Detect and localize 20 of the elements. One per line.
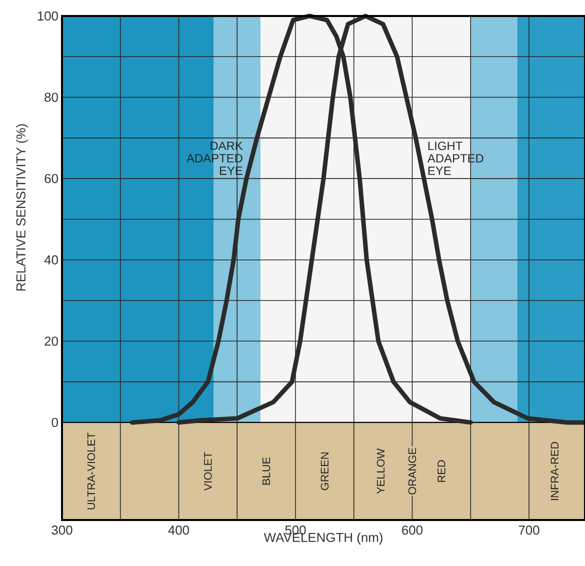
annotation: ULTRA-VIOLET: [87, 432, 96, 510]
annotation: GREEN: [320, 452, 329, 490]
y-tick-label: 40: [44, 255, 58, 264]
y-axis-title: RELATIVE SENSITIVITY (%): [16, 124, 28, 291]
y-tick-label: 100: [38, 11, 58, 21]
annotation: ORANGE: [408, 448, 416, 494]
y-tick-label: 80: [44, 92, 58, 102]
x-tick-label: 300: [52, 526, 72, 535]
annotation: INFRA-RED: [550, 442, 558, 500]
y-tick-label: 0: [52, 418, 58, 428]
y-tick-label: 60: [44, 174, 58, 184]
x-tick-label: 600: [402, 526, 423, 535]
x-tick-label: 700: [518, 526, 540, 535]
annotation: YELLOW: [376, 448, 385, 494]
y-tick-label: 20: [44, 336, 58, 346]
annotation: VIOLET: [204, 452, 212, 491]
annotation: BLUE: [262, 457, 270, 485]
x-tick-label: 400: [168, 526, 190, 535]
annotation: RED: [438, 460, 446, 482]
x-axis-title: WAVELENGTH (nm): [264, 532, 382, 545]
